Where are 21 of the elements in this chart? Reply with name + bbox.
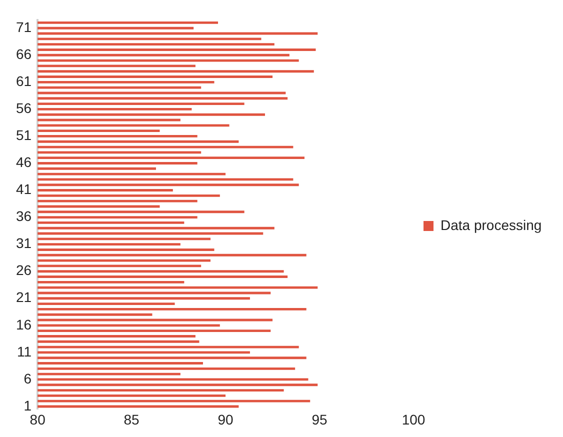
y-tick-label: 11 — [17, 343, 32, 360]
y-tick-label: 36 — [16, 208, 32, 224]
y-tick-label: 46 — [16, 154, 32, 170]
y-tick-label: 71 — [16, 18, 32, 35]
x-tick-label: 80 — [30, 411, 46, 428]
y-tick-label: 26 — [16, 262, 32, 278]
y-tick-label: 66 — [16, 46, 32, 62]
y-tick-label: 16 — [16, 316, 32, 332]
x-tick-label: 85 — [124, 411, 140, 428]
x-tick-label: 90 — [218, 411, 234, 428]
y-tick-label: 6 — [24, 370, 32, 386]
y-tick-label: 51 — [16, 127, 32, 144]
y-tick-label: 1 — [24, 397, 32, 414]
x-tick-label: 95 — [312, 411, 328, 428]
y-tick-label: 31 — [16, 235, 32, 252]
y-tick-label: 21 — [16, 289, 32, 306]
y-tick-label: 61 — [16, 73, 32, 90]
x-tick-label: 100 — [402, 411, 426, 428]
y-tick-label: 41 — [16, 181, 32, 198]
y-tick-label: 56 — [16, 100, 32, 116]
legend-label: Data processing — [440, 216, 542, 233]
